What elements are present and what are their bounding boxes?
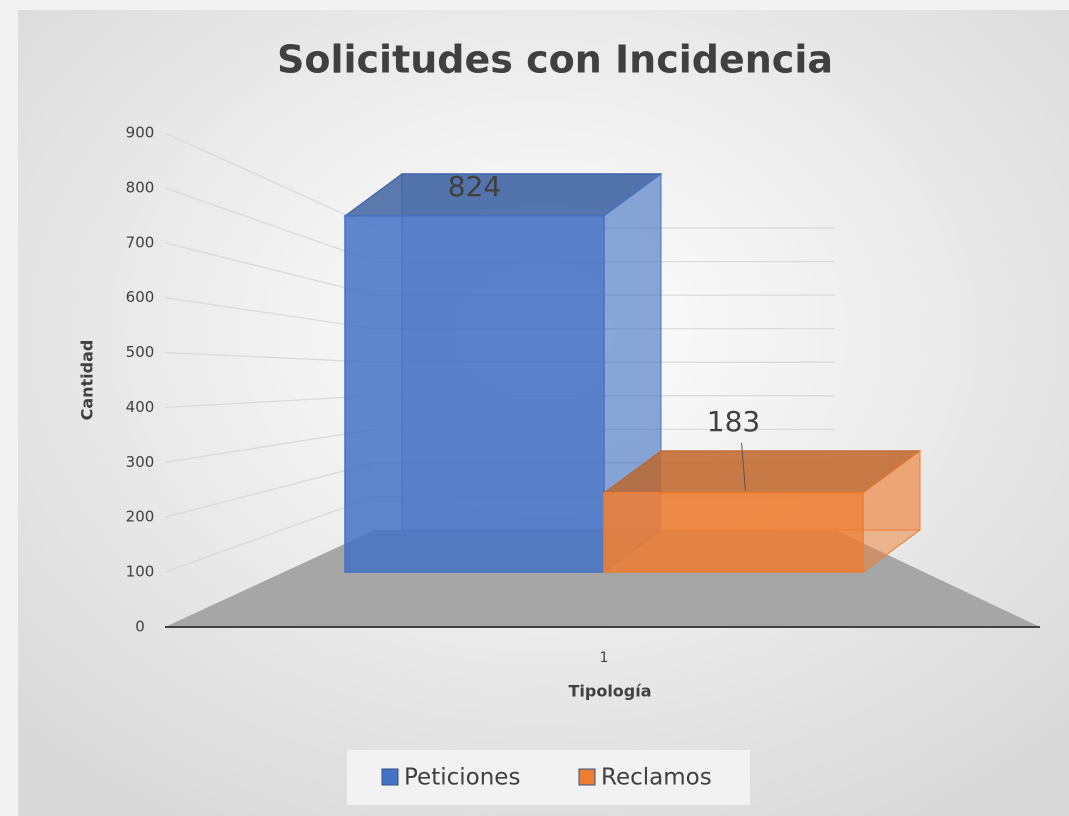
- legend-label: Peticiones: [404, 765, 520, 791]
- legend: [347, 750, 750, 805]
- y-axis-label: Cantidad: [78, 340, 97, 421]
- data-label: 183: [707, 405, 760, 438]
- x-axis-label: Tipología: [568, 682, 651, 701]
- y-tick-label: 600: [126, 288, 155, 306]
- legend-swatch: [578, 768, 596, 786]
- y-tick-label: 500: [126, 343, 155, 361]
- y-tick-label: 700: [126, 233, 155, 251]
- bar: [603, 492, 864, 573]
- y-tick-label: 400: [126, 398, 155, 416]
- bar-group: [602, 449, 922, 573]
- y-tick-label: 200: [126, 508, 155, 526]
- y-tick-label: 300: [126, 453, 155, 471]
- y-tick-label: 800: [126, 178, 155, 196]
- bar: [344, 215, 605, 573]
- legend-swatch: [381, 768, 399, 786]
- legend-label: Reclamos: [601, 765, 712, 791]
- x-tick-label: 1: [600, 650, 609, 666]
- y-tick-label: 900: [126, 124, 155, 142]
- leader-line: [741, 442, 746, 491]
- y-tick-label: 0: [135, 618, 145, 636]
- chart-title: Solicitudes con Incidencia: [277, 38, 833, 82]
- y-tick-label: 100: [126, 563, 155, 581]
- plot: [164, 132, 1040, 628]
- data-label: 824: [448, 170, 501, 203]
